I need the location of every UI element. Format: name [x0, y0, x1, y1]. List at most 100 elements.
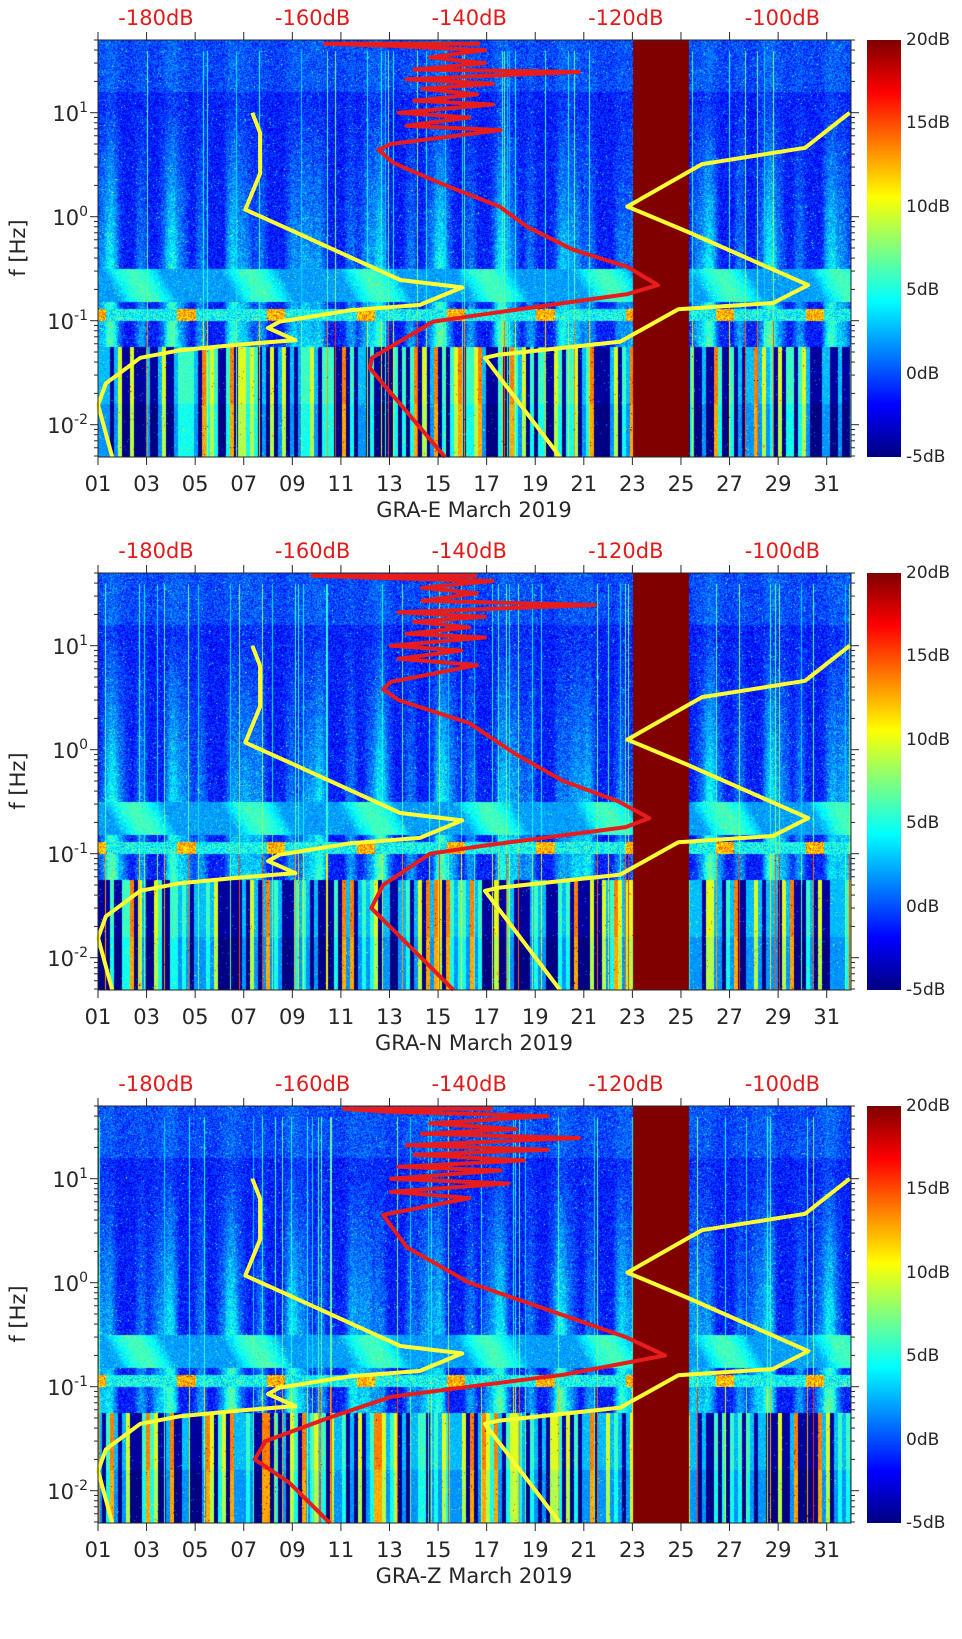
station-psd-curve — [310, 573, 652, 992]
x-tick-label: 31 — [813, 1538, 841, 1562]
db-axis-label: -160dB — [274, 6, 351, 30]
y-tick-base: 10 — [47, 1479, 75, 1504]
y-tick-exponent: 1 — [79, 1165, 88, 1182]
x-tick-label: 25 — [667, 1005, 695, 1029]
x-tick-label: 01 — [84, 472, 112, 496]
x-tick-label: 11 — [327, 1538, 355, 1562]
db-axis-label: -160dB — [274, 539, 351, 563]
x-tick-label: 17 — [473, 1005, 501, 1029]
y-tick-exponent: 0 — [79, 203, 88, 220]
x-tick-label: 31 — [813, 1005, 841, 1029]
y-tick-base: 10 — [47, 946, 75, 971]
x-tick-label: 05 — [181, 1005, 209, 1029]
nhnm-curve — [482, 111, 851, 459]
x-tick-label: 31 — [813, 472, 841, 496]
spectrogram-panel-2: 01 03 05 07 09 11 13 15 17 19 21 23 25 27 29 31 -180dB -1… — [0, 539, 962, 1106]
plot-area — [90, 1098, 859, 1531]
y-tick-base: 10 — [47, 842, 75, 867]
y-tick-base: 10 — [52, 634, 80, 659]
x-tick-label: 11 — [327, 472, 355, 496]
colorbar-tick-label: 0dB — [906, 896, 940, 917]
x-tick-label: 23 — [619, 472, 646, 496]
colorbar-tick-label: 15dB — [906, 1179, 951, 1200]
plot-overlay — [90, 32, 859, 465]
y-tick-label: 10-1 — [4, 308, 88, 334]
db-axis-label: -120dB — [588, 1072, 664, 1096]
y-tick-base: 10 — [52, 1271, 80, 1296]
colorbar — [867, 573, 901, 990]
colorbar-tick-label: 20dB — [906, 1096, 951, 1116]
y-tick-base: 10 — [52, 101, 80, 126]
x-tick-label: 05 — [181, 1538, 209, 1562]
y-axis-label: f [Hz] — [6, 1285, 30, 1343]
plot-overlay — [90, 1098, 859, 1531]
colorbar-tick-label: 5dB — [906, 813, 940, 834]
x-tick-label: 07 — [230, 1538, 258, 1562]
x-tick-label: 09 — [278, 1005, 306, 1029]
colorbar-tick-label: 10dB — [906, 196, 951, 217]
db-axis-label: -140dB — [431, 539, 507, 563]
x-tick-label: 15 — [424, 1538, 452, 1562]
x-tick-label: 15 — [424, 1005, 452, 1029]
colorbar-tick-label: 5dB — [906, 1346, 940, 1367]
x-tick-label: 01 — [84, 1005, 112, 1029]
x-tick-label: 27 — [716, 472, 743, 496]
y-tick-label: 101 — [4, 100, 88, 126]
x-tick-label: 07 — [230, 472, 258, 496]
y-tick-exponent: -1 — [74, 307, 88, 324]
x-tick-label: 21 — [570, 1538, 598, 1562]
y-tick-label: 100 — [4, 1270, 88, 1296]
y-axis-label: f [Hz] — [6, 219, 30, 277]
x-tick-label: 19 — [521, 1538, 549, 1562]
db-axis-label: -180dB — [118, 539, 194, 563]
db-axis-label: -100dB — [744, 6, 821, 30]
colorbar-tick-label: 5dB — [906, 280, 940, 301]
x-tick-label: 05 — [181, 472, 209, 496]
colorbar-tick-label: 15dB — [906, 646, 951, 667]
db-axis-label: -180dB — [118, 6, 194, 30]
nlnm-curve — [96, 111, 465, 458]
x-tick-label: 03 — [133, 1538, 160, 1562]
db-axis-label: -180dB — [118, 1072, 194, 1096]
y-tick-label: 101 — [4, 1166, 88, 1192]
x-tick-label: 09 — [278, 1538, 306, 1562]
colorbar — [867, 40, 901, 457]
db-axis-label: -160dB — [274, 1072, 351, 1096]
y-tick-exponent: 1 — [79, 99, 88, 116]
colorbar-tick-label: -5dB — [906, 980, 946, 1000]
y-tick-label: 100 — [4, 204, 88, 230]
x-tick-label: 25 — [667, 472, 695, 496]
spectrogram-panel-1: 01 03 05 07 09 11 13 15 17 19 21 23 25 27 29 31 -180dB -1… — [0, 6, 962, 573]
x-tick-label: 11 — [327, 1005, 355, 1029]
y-tick-exponent: 0 — [79, 736, 88, 753]
colorbar — [867, 1106, 901, 1523]
y-tick-label: 10-1 — [4, 841, 88, 867]
plot-area — [90, 565, 859, 998]
nhnm-curve — [482, 644, 851, 992]
colorbar-tick-label: -5dB — [906, 447, 946, 467]
db-axis-label: -140dB — [431, 1072, 507, 1096]
y-tick-label: 101 — [4, 633, 88, 659]
x-axis-label: GRA-N March 2019 — [374, 1031, 574, 1055]
y-tick-base: 10 — [52, 205, 80, 230]
y-tick-exponent: 0 — [79, 1269, 88, 1286]
y-tick-base: 10 — [52, 738, 80, 763]
x-tick-label: 17 — [473, 472, 501, 496]
x-tick-label: 01 — [84, 1538, 112, 1562]
y-tick-label: 10-2 — [4, 1478, 88, 1504]
x-tick-label: 29 — [764, 472, 792, 496]
spectrogram-panel-3: 01 03 05 07 09 11 13 15 17 19 21 23 25 27 29 31 -180dB -1… — [0, 1072, 962, 1639]
x-tick-label: 13 — [376, 1538, 403, 1562]
x-tick-label: 21 — [570, 472, 598, 496]
y-tick-base: 10 — [47, 309, 75, 334]
y-axis-label: f [Hz] — [6, 752, 30, 810]
x-tick-label: 29 — [764, 1538, 792, 1562]
x-tick-label: 15 — [424, 472, 452, 496]
x-tick-label: 13 — [376, 1005, 403, 1029]
y-tick-exponent: -1 — [74, 840, 88, 857]
x-tick-label: 09 — [278, 472, 306, 496]
x-tick-label: 23 — [619, 1005, 646, 1029]
x-tick-label: 29 — [764, 1005, 792, 1029]
db-axis-label: -120dB — [588, 539, 664, 563]
colorbar-tick-label: -5dB — [906, 1513, 946, 1533]
